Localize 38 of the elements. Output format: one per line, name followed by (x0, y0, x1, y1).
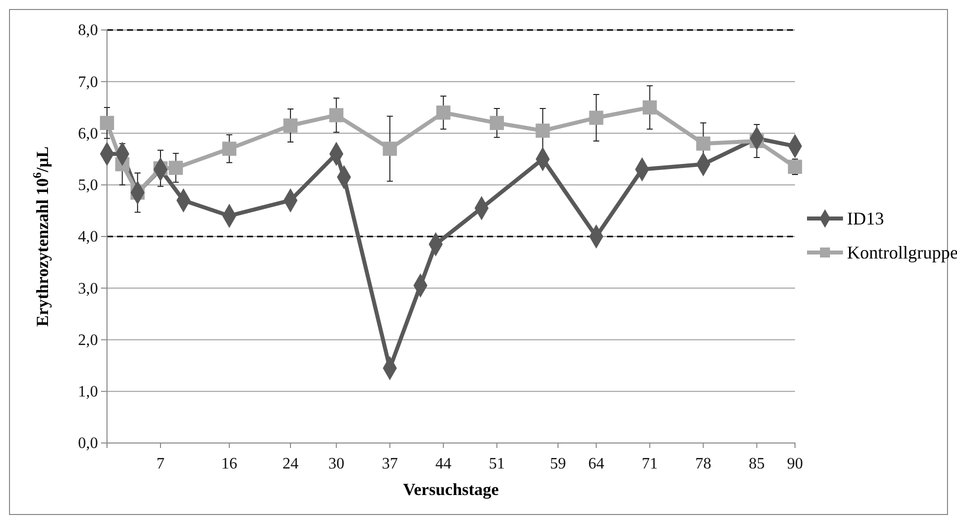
x-tick-label: 44 (435, 456, 452, 473)
x-tick-label: 51 (488, 456, 505, 473)
x-tick-label: 16 (221, 456, 238, 473)
point (788, 160, 802, 174)
point (222, 142, 236, 156)
y-tick-label: 2,0 (78, 332, 98, 349)
x-tick-label: 85 (748, 456, 765, 473)
point (100, 116, 114, 130)
point (490, 116, 504, 130)
point (589, 110, 604, 125)
x-axis-title: Versuchstage (403, 480, 500, 499)
y-tick-label: 8,0 (78, 22, 98, 40)
y-tick-label: 3,0 (78, 280, 98, 298)
y-tick-label: 6,0 (78, 125, 98, 142)
point (382, 142, 397, 156)
y-tick-label: 4,0 (78, 228, 98, 246)
x-tick-label: 64 (588, 456, 604, 473)
x-tick-label: 78 (695, 456, 712, 473)
point (283, 118, 298, 133)
x-tick-label: 71 (642, 456, 658, 473)
point (642, 100, 657, 115)
x-tick-label: 30 (328, 456, 344, 473)
point (168, 160, 183, 175)
x-tick-label: 24 (282, 456, 298, 473)
x-tick-label: 37 (382, 456, 398, 473)
x-tick-label: 59 (550, 456, 566, 473)
y-tick-label: 7,0 (78, 74, 98, 91)
point (696, 136, 710, 151)
legend-label: ID13 (847, 208, 884, 228)
y-tick-label: 1,0 (78, 383, 98, 400)
point (329, 108, 344, 122)
x-tick-label: 90 (787, 456, 803, 473)
point (536, 124, 550, 138)
point (436, 106, 450, 120)
y-tick-label: 0,0 (78, 435, 98, 452)
y-tick-label: 5,0 (78, 176, 98, 194)
x-tick-label: 7 (156, 456, 165, 473)
legend-label: Kontrollgruppe (847, 242, 957, 262)
